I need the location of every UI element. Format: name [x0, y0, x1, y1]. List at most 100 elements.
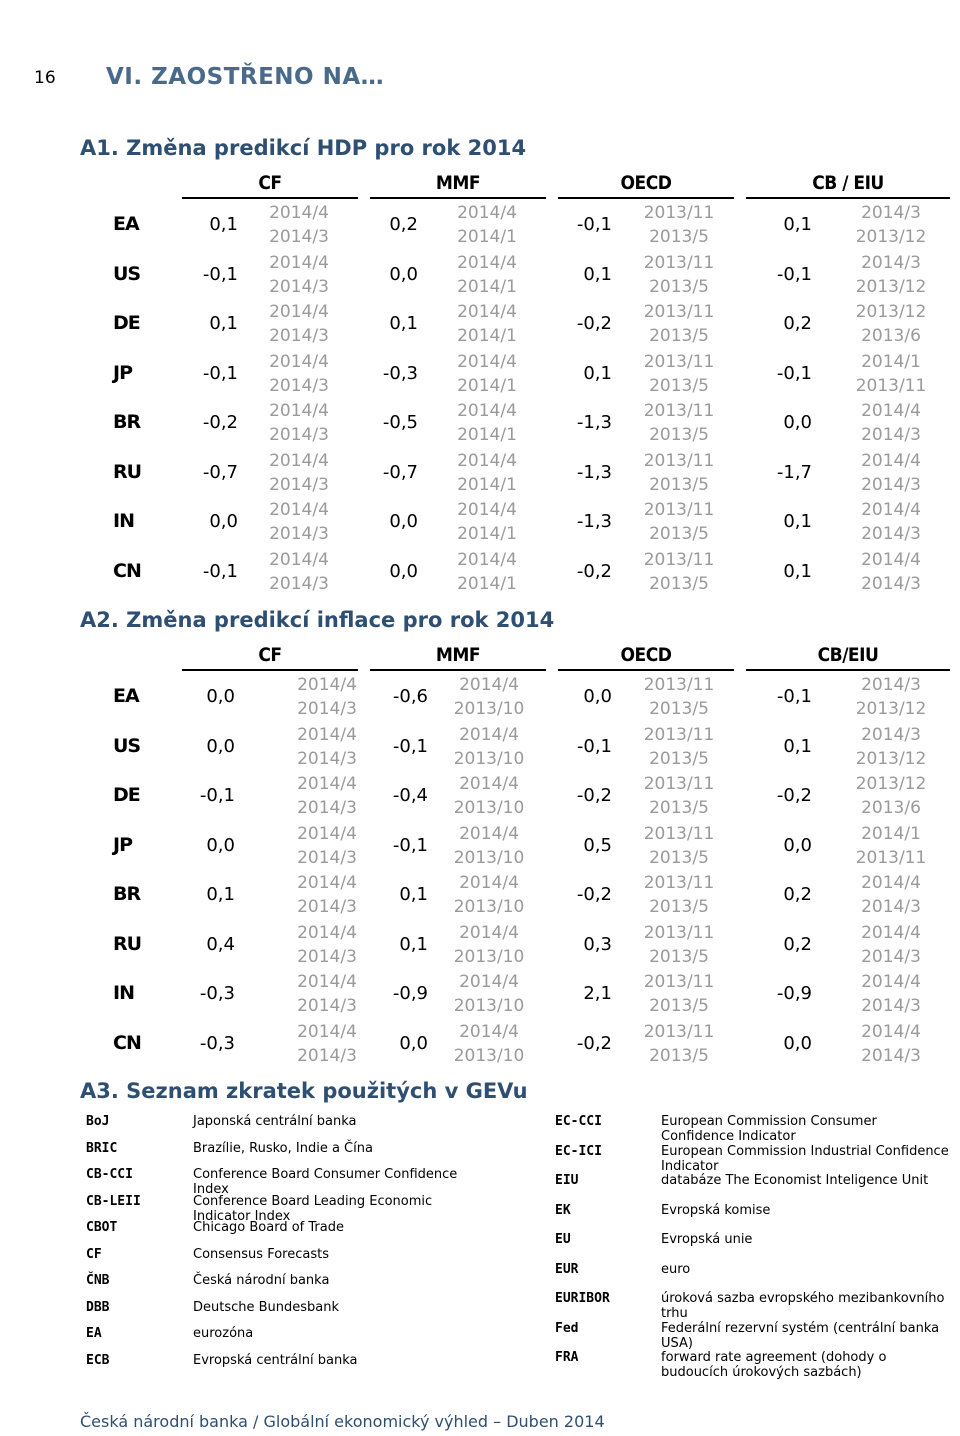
- section-a1-title: A1. Změna predikcí HDP pro rok 2014: [80, 136, 527, 160]
- abbreviation-description: úroková sazba evropského mezibankovního …: [661, 1291, 945, 1321]
- mmf-current-date: 2014/4: [459, 1021, 519, 1042]
- cb-previous-date: 2013/11: [855, 375, 927, 396]
- mmf-current-date: 2014/4: [457, 450, 517, 471]
- mmf-previous-date: 2013/10: [453, 798, 525, 818]
- abbreviation-key: Fed: [555, 1320, 579, 1336]
- oecd-previous-date: 2013/5: [649, 699, 709, 719]
- cf-previous-date: 2014/3: [297, 847, 357, 868]
- abbreviation-key: EA: [86, 1326, 102, 1341]
- abbreviation-key: FRA: [555, 1350, 579, 1365]
- oecd-current-date: 2013/11: [643, 203, 715, 223]
- oecd-forecast-change: -0,2: [576, 785, 612, 806]
- abbreviation-description: forward rate agreement (dohody o budoucí…: [661, 1350, 887, 1380]
- abbreviation-key: ECB: [86, 1352, 110, 1368]
- oecd-current-date: 2013/11: [643, 302, 715, 322]
- oecd-current-date: 2013/11: [643, 351, 715, 372]
- cb-forecast-change: 0,1: [783, 511, 812, 532]
- cb-current-date: 2013/12: [855, 774, 927, 794]
- oecd-forecast-change: 0,5: [583, 834, 612, 856]
- cb-previous-date: 2013/12: [855, 748, 927, 769]
- cb-forecast-change: 0,1: [783, 214, 812, 235]
- oecd-forecast-change: 2,1: [583, 983, 612, 1004]
- mmf-previous-date: 2013/10: [453, 946, 525, 967]
- cf-current-date: 2014/4: [297, 1021, 357, 1042]
- cb-forecast-change: -0,1: [776, 686, 812, 707]
- cb-previous-date: 2014/3: [861, 425, 921, 445]
- column-group-header: OECD: [620, 644, 672, 666]
- mmf-forecast-change: -0,3: [382, 362, 418, 384]
- column-group-rule: [182, 197, 358, 199]
- mmf-forecast-change: 0,2: [389, 214, 418, 235]
- cf-forecast-change: -0,1: [202, 560, 238, 582]
- abbreviation-key: EC-CCI: [555, 1114, 602, 1129]
- cf-current-date: 2014/4: [297, 922, 357, 943]
- abbreviation-key: DBB: [86, 1299, 110, 1315]
- column-group-header: CB/EIU: [817, 644, 879, 666]
- oecd-forecast-change: -0,2: [576, 560, 612, 582]
- chapter-title: VI. ZAOSTŘENO NA…: [106, 64, 385, 90]
- cb-current-date: 2014/3: [861, 203, 921, 223]
- column-group-header: MMF: [435, 172, 481, 194]
- page-footer: Česká národní banka / Globální ekonomick…: [80, 1412, 605, 1431]
- cb-previous-date: 2013/6: [861, 798, 921, 818]
- cf-previous-date: 2014/3: [297, 748, 357, 769]
- mmf-forecast-change: 0,0: [399, 1032, 428, 1054]
- country-code: IN: [113, 510, 135, 532]
- cf-current-date: 2014/4: [269, 203, 329, 223]
- cf-forecast-change: 0,0: [206, 735, 235, 757]
- oecd-previous-date: 2013/5: [649, 897, 709, 917]
- cb-forecast-change: -0,9: [776, 983, 812, 1004]
- abbreviation-description: Chicago Board of Trade: [193, 1220, 344, 1235]
- mmf-forecast-change: -0,5: [382, 412, 418, 433]
- abbreviation-description: European Commission Industrial Confidenc…: [661, 1143, 949, 1174]
- mmf-forecast-change: -0,9: [392, 983, 428, 1004]
- cb-current-date: 2014/3: [861, 252, 921, 273]
- cf-previous-date: 2014/3: [269, 425, 329, 445]
- oecd-current-date: 2013/11: [643, 823, 715, 844]
- column-group-header: MMF: [435, 644, 481, 666]
- oecd-forecast-change: -1,3: [576, 511, 612, 532]
- oecd-current-date: 2013/11: [643, 500, 715, 520]
- cb-forecast-change: 0,0: [783, 1032, 812, 1054]
- abbreviation-description: Conference Board Consumer Confidence Ind…: [193, 1167, 458, 1197]
- country-code: EA: [113, 685, 140, 707]
- abbreviation-description: European Commission Consumer Confidence …: [661, 1114, 877, 1144]
- abbreviation-description: databáze The Economist Inteligence Unit: [661, 1173, 929, 1188]
- mmf-forecast-change: 0,0: [389, 511, 418, 532]
- cf-forecast-change: 0,1: [209, 214, 238, 235]
- mmf-forecast-change: -0,4: [392, 785, 428, 806]
- mmf-current-date: 2014/4: [457, 252, 517, 273]
- cb-forecast-change: -0,1: [776, 362, 812, 384]
- oecd-previous-date: 2013/5: [649, 946, 709, 967]
- abbreviation-key: CF: [86, 1246, 102, 1262]
- oecd-current-date: 2013/11: [643, 675, 715, 695]
- country-code: IN: [113, 982, 135, 1004]
- cb-forecast-change: -0,1: [776, 263, 812, 285]
- cf-current-date: 2014/4: [269, 549, 329, 570]
- mmf-previous-date: 2014/1: [457, 524, 517, 544]
- cf-previous-date: 2014/3: [297, 897, 357, 917]
- cf-forecast-change: 0,1: [206, 884, 235, 905]
- oecd-previous-date: 2013/5: [649, 326, 709, 346]
- cb-current-date: 2014/3: [861, 724, 921, 745]
- cb-forecast-change: 0,2: [783, 313, 812, 334]
- oecd-current-date: 2013/11: [643, 252, 715, 273]
- oecd-previous-date: 2013/5: [649, 375, 709, 396]
- cb-forecast-change: 0,1: [783, 735, 812, 757]
- mmf-previous-date: 2014/1: [457, 326, 517, 346]
- mmf-current-date: 2014/4: [457, 351, 517, 372]
- mmf-previous-date: 2014/1: [457, 375, 517, 396]
- column-group-header: CF: [258, 644, 282, 666]
- oecd-forecast-change: 0,0: [583, 686, 612, 707]
- country-code: JP: [113, 833, 133, 856]
- cb-forecast-change: -0,2: [776, 785, 812, 806]
- column-group-rule: [370, 197, 546, 199]
- country-code: DE: [113, 784, 141, 806]
- cf-previous-date: 2014/3: [269, 375, 329, 396]
- cf-current-date: 2014/4: [297, 774, 357, 794]
- oecd-forecast-change: -0,1: [576, 214, 612, 235]
- oecd-forecast-change: 0,3: [583, 933, 612, 955]
- mmf-previous-date: 2014/1: [457, 573, 517, 594]
- cf-previous-date: 2014/3: [269, 474, 329, 495]
- mmf-current-date: 2014/4: [457, 549, 517, 570]
